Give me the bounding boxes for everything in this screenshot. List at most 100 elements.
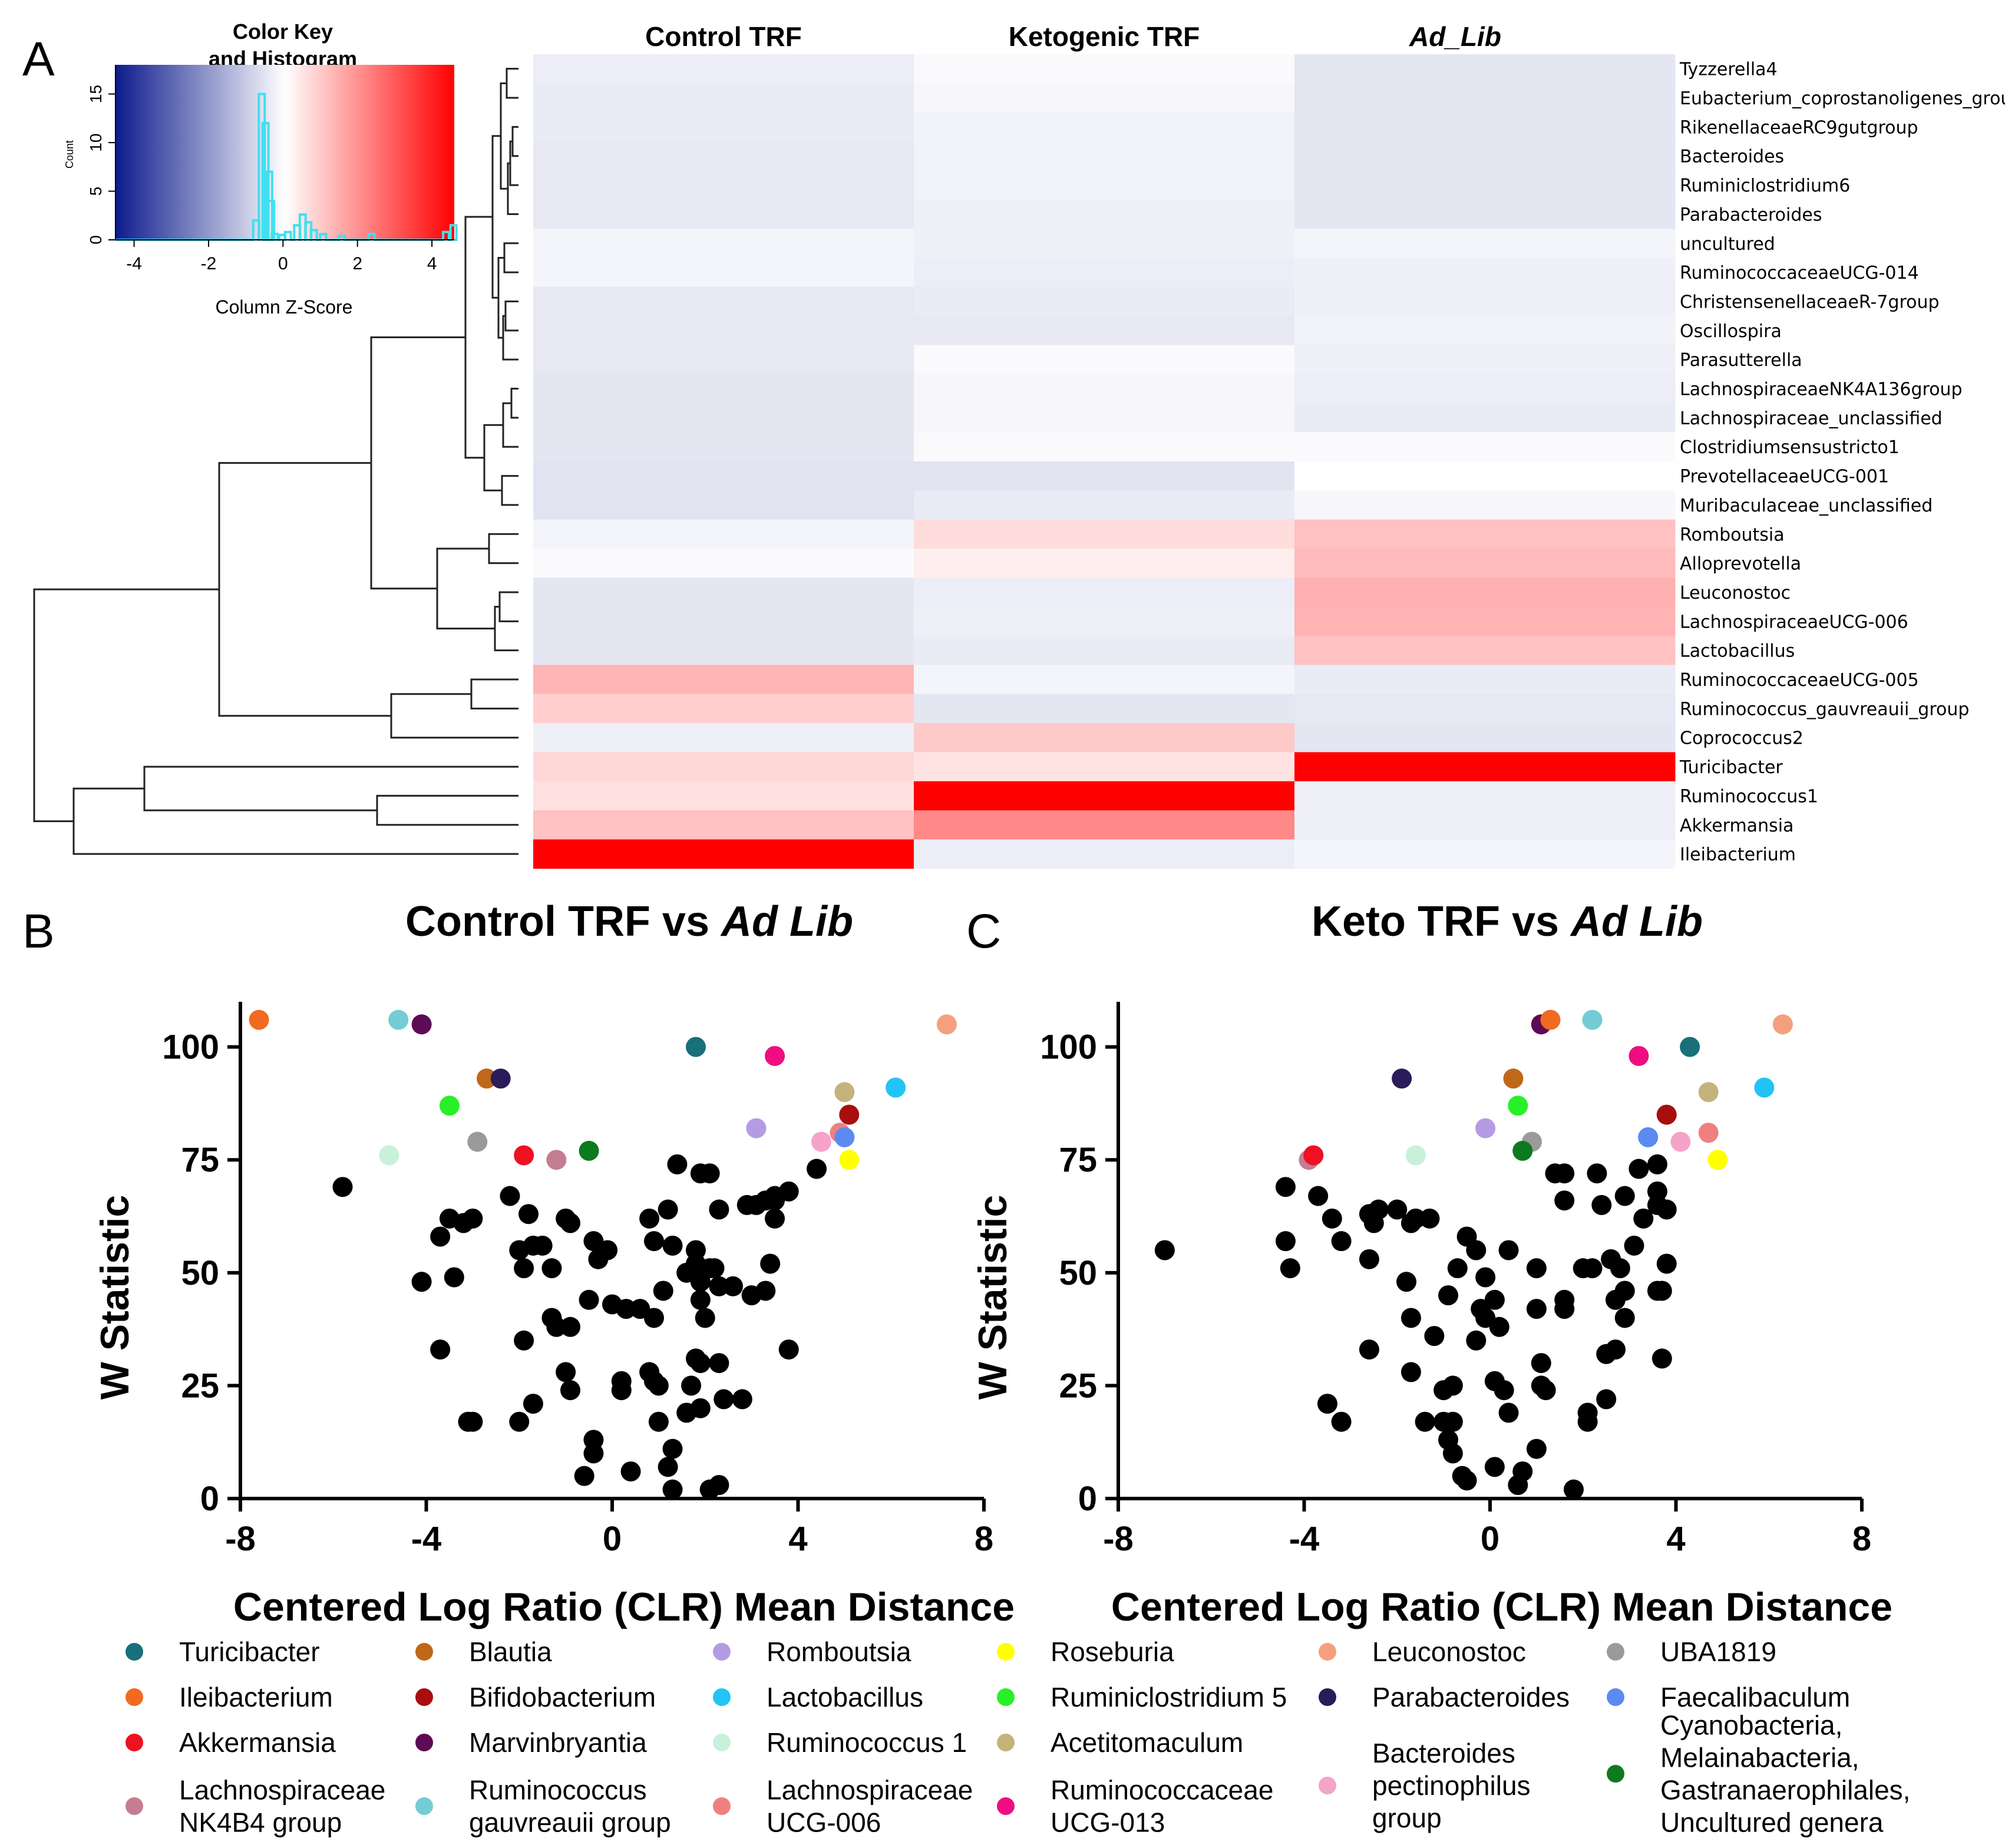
scatter-point — [509, 1411, 530, 1432]
scatter-point-highlighted — [834, 1082, 855, 1103]
scatter-point — [658, 1457, 678, 1477]
scatter-point — [1331, 1231, 1352, 1252]
scatter-point — [514, 1330, 534, 1351]
color-key-x-tick-label: 0 — [278, 254, 288, 273]
heatmap-cell — [1294, 432, 1676, 462]
legend-label-line: group — [1372, 1803, 1442, 1833]
scatter-point — [1656, 1199, 1677, 1220]
scatter-point-highlighted — [685, 1037, 706, 1057]
scatter-point — [1535, 1380, 1556, 1401]
scatter-point — [1415, 1411, 1435, 1432]
color-key-y-tick-label: 0 — [87, 235, 105, 245]
legend-label-line: Ruminococcaceae — [1051, 1775, 1273, 1806]
heatmap-row-label: Clostridiumsensustricto1 — [1680, 437, 1900, 458]
scatter-x-label: Centered Log Ratio (CLR) Mean Distance — [1111, 1585, 1892, 1629]
scatter-point-highlighted — [1503, 1068, 1524, 1089]
scatter-point — [574, 1466, 594, 1486]
scatter-point — [560, 1380, 581, 1401]
scatter-x-tick-label: -8 — [225, 1520, 256, 1558]
scatter-point — [662, 1235, 683, 1256]
legend-marker — [1319, 1777, 1336, 1794]
scatter-point-highlighted — [1540, 1009, 1561, 1030]
legend-marker — [125, 1688, 143, 1706]
color-key-histogram-line — [115, 93, 458, 241]
heatmap-column-label: Control TRF — [645, 21, 802, 52]
dendrogram-branch — [483, 424, 503, 491]
scatter-point-highlighted — [1392, 1068, 1412, 1089]
scatter-point — [1526, 1258, 1547, 1279]
legend-label-line: Acetitomaculum — [1051, 1727, 1243, 1758]
scatter-point — [1587, 1163, 1607, 1184]
dendrogram-branch — [501, 475, 518, 506]
scatter-point — [662, 1438, 683, 1459]
heatmap-row-label: Oscillospira — [1680, 321, 1782, 342]
legend-label-line: Lachnospiraceae — [179, 1775, 385, 1806]
heatmap-cell — [533, 665, 914, 695]
scatter-point-highlighted — [546, 1150, 567, 1170]
scatter-point — [723, 1276, 744, 1296]
heatmap-row-label: PrevotellaceaeUCG-001 — [1680, 467, 1889, 487]
color-key-axes: -4 -2 0 2 4 0 5 10 15 — [87, 65, 454, 273]
heatmap-cell — [914, 229, 1295, 258]
heatmap-row-label: uncultured — [1680, 234, 1775, 255]
legend-label-line: UCG-013 — [1051, 1807, 1165, 1838]
panel-label-a: A — [22, 32, 55, 86]
legend-label: Ruminiclostridium 5 — [1051, 1682, 1287, 1712]
legend-marker — [125, 1797, 143, 1815]
legend-label-line: Lactobacillus — [767, 1682, 923, 1712]
legend-label-line: gauvreauii group — [469, 1807, 671, 1838]
scatter-x-tick-label: 4 — [1666, 1520, 1685, 1558]
heatmap-cell — [533, 636, 914, 665]
scatter-point — [1308, 1186, 1329, 1206]
legend-label-line: Blautia — [469, 1636, 552, 1667]
legend-label-line: UCG-006 — [767, 1807, 881, 1838]
scatter-y-tick-label: 50 — [181, 1254, 219, 1292]
heatmap-cell — [533, 229, 914, 258]
scatter-point-highlighted — [1707, 1150, 1728, 1170]
legend-label: Turicibacter — [179, 1636, 320, 1667]
dendrogram-branch — [504, 300, 518, 332]
scatter-point-highlighted — [839, 1104, 860, 1125]
heatmap-cell — [914, 432, 1295, 462]
panel-label-b: B — [22, 905, 55, 958]
scatter-title-italic: Ad Lib — [720, 898, 853, 945]
legend-marker — [1607, 1643, 1624, 1661]
heatmap-row-label: LachnospiraceaeNK4A136group — [1680, 380, 1963, 400]
scatter-point-highlighted — [1475, 1118, 1496, 1138]
heatmap-cell — [1294, 316, 1676, 345]
legend-label-line: Parabacteroides — [1372, 1682, 1570, 1712]
scatter-point — [1419, 1208, 1440, 1229]
scatter-point — [560, 1316, 581, 1337]
heatmap-cell — [533, 258, 914, 288]
scatter-point — [1647, 1281, 1667, 1301]
legend-marker — [997, 1797, 1015, 1815]
dendrogram-branch — [511, 126, 518, 157]
scatter-point — [1554, 1190, 1575, 1211]
heatmap-row-label: Ruminiclostridium6 — [1680, 176, 1850, 196]
color-key-title: Color Key — [233, 19, 333, 44]
scatter-point — [1498, 1240, 1519, 1260]
scatter-point — [500, 1186, 520, 1206]
scatter-point — [1447, 1258, 1468, 1279]
scatter-point — [1466, 1240, 1487, 1260]
heatmap-row-label: Alloprevotella — [1680, 554, 1801, 575]
scatter-point — [523, 1394, 543, 1414]
scatter-point — [648, 1375, 669, 1396]
scatter-point — [1596, 1389, 1617, 1410]
legend-label: Bifidobacterium — [469, 1682, 656, 1712]
heatmap-row-label: ChristensenellaceaeR-7group — [1680, 292, 1940, 312]
scatter-point — [1647, 1181, 1667, 1202]
scatter-point — [541, 1258, 562, 1279]
scatter-point — [1563, 1479, 1584, 1500]
legend-marker — [713, 1688, 731, 1706]
dendrogram-branch — [376, 794, 518, 826]
legend-label-line: Leuconostoc — [1372, 1636, 1526, 1667]
scatter-y-tick-label: 50 — [1059, 1254, 1097, 1292]
legend-label: Roseburia — [1051, 1636, 1174, 1667]
heatmap-cell — [914, 345, 1295, 375]
color-key-xlabel: Column Z-Score — [216, 296, 353, 318]
heatmap-cell — [1294, 199, 1676, 229]
scatter-point — [643, 1231, 664, 1252]
legend-label-line: Bifidobacterium — [469, 1682, 656, 1712]
